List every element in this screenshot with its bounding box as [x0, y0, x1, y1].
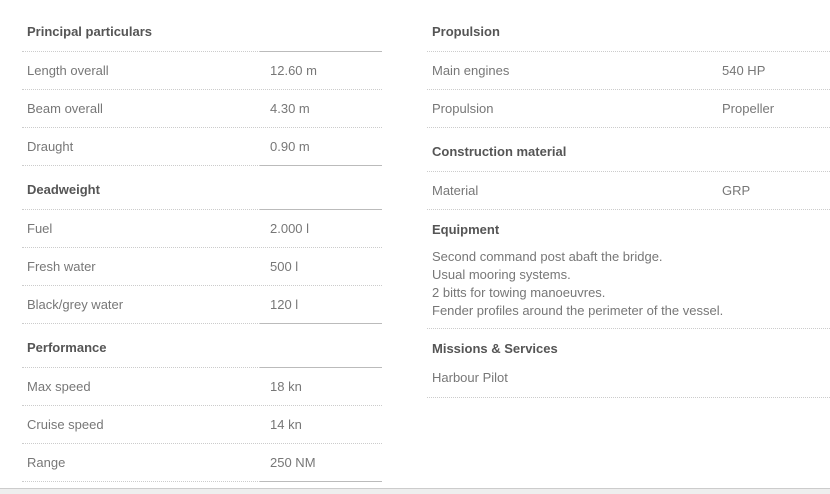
equipment-line: Fender profiles around the perimeter of …	[432, 303, 724, 318]
spec-value: 500 l	[270, 259, 299, 274]
spec-label: Cruise speed	[27, 417, 104, 432]
spec-label: Beam overall	[27, 101, 103, 116]
spec-label: Max speed	[27, 379, 91, 394]
section-title: Principal particulars	[22, 13, 382, 52]
spec-value: 12.60 m	[270, 63, 317, 78]
spec-row: Range 250 NM	[22, 444, 382, 482]
spec-value: 120 l	[270, 297, 299, 312]
equipment-line: Second command post abaft the bridge.	[432, 249, 663, 264]
spec-label: Material	[432, 183, 479, 198]
spec-row: Length overall 12.60 m	[22, 52, 382, 90]
spec-label: Range	[27, 455, 66, 470]
equipment-line: Usual mooring systems.	[432, 267, 571, 282]
spec-label: Black/grey water	[27, 297, 124, 312]
spec-label: Fuel	[27, 221, 53, 236]
equipment-text: Second command post abaft the bridge. Us…	[427, 248, 830, 329]
spec-row: Fuel 2.000 l	[22, 210, 382, 248]
spec-label: Main engines	[432, 63, 510, 78]
spec-value: 0.90 m	[270, 139, 310, 154]
spec-value: 18 kn	[270, 379, 302, 394]
spec-row: Beam overall 4.30 m	[22, 90, 382, 128]
spec-value: 14 kn	[270, 417, 302, 432]
spec-label: Length overall	[27, 63, 109, 78]
section-title: Performance	[22, 324, 382, 368]
equipment-line: 2 bitts for towing manoeuvres.	[432, 285, 606, 300]
right-specs-table: Propulsion Main engines 540 HP Propulsion…	[427, 13, 830, 398]
spec-value: 250 NM	[270, 455, 316, 470]
spec-value: Propeller	[722, 101, 775, 116]
section-title: Deadweight	[22, 166, 382, 210]
section-title-propulsion: Propulsion	[427, 13, 830, 52]
section-title-missions: Missions & Services	[432, 341, 558, 356]
spec-value: 2.000 l	[270, 221, 310, 236]
missions-text: Harbour Pilot	[427, 367, 830, 398]
section-title-equipment: Equipment	[432, 222, 500, 237]
left-specs-table: Principal particulars Length overall 12.60…	[22, 13, 382, 482]
spec-row: Draught 0.90 m	[22, 128, 382, 166]
bottom-scroll-bar	[0, 488, 830, 494]
spec-value: GRP	[722, 183, 751, 198]
spec-label: Fresh water	[27, 259, 96, 274]
spec-row: Black/grey water 120 l	[22, 286, 382, 324]
spec-row: Max speed 18 kn	[22, 368, 382, 406]
spec-value: 540 HP	[722, 63, 766, 78]
spec-value: 4.30 m	[270, 101, 310, 116]
spec-row: Cruise speed 14 kn	[22, 406, 382, 444]
spec-label: Propulsion	[432, 101, 494, 116]
section-title-construction: Construction material	[427, 128, 830, 172]
spec-row: Fresh water 500 l	[22, 248, 382, 286]
spec-label: Draught	[27, 139, 74, 154]
